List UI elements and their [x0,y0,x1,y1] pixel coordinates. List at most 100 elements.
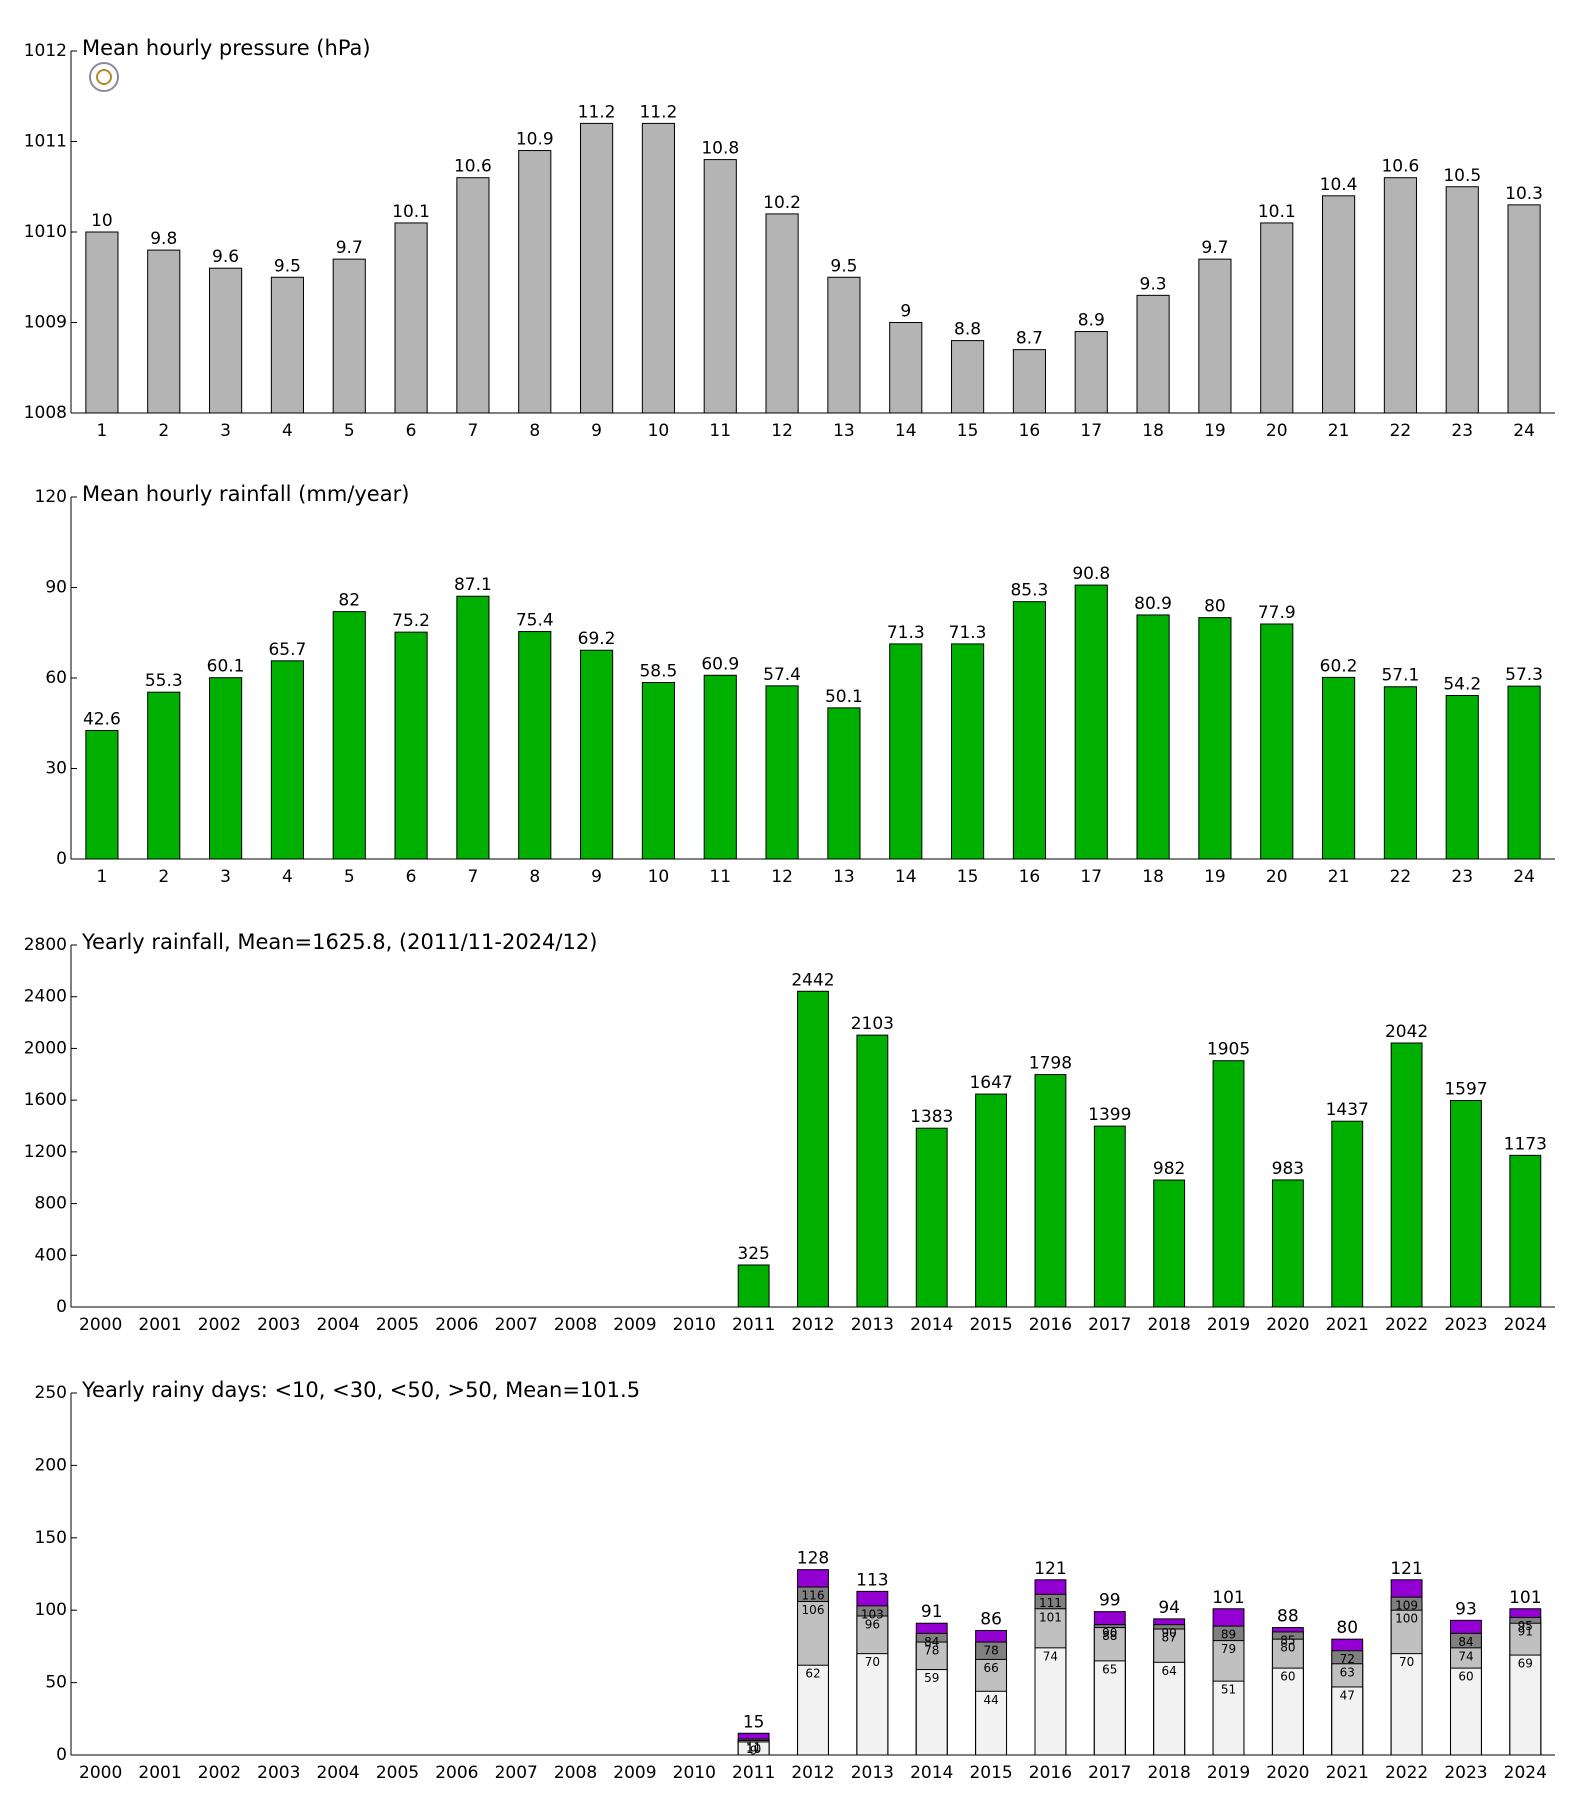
x-tick-label: 2022 [1385,1315,1428,1335]
data-label: 96 [865,1617,880,1631]
bar [1271,1667,1304,1756]
data-label: 10.6 [1381,157,1419,177]
y-tick-label: 2400 [24,987,67,1007]
x-tick-label: 11 [709,867,731,887]
x-tick-label: 2020 [1266,1315,1309,1335]
chart-title: Mean hourly pressure (hPa) [82,36,371,60]
y-tick-label: 50 [45,1673,67,1693]
bar [1034,1074,1067,1308]
x-tick-label: 19 [1204,867,1226,887]
y-tick-label: 400 [35,1245,67,1265]
x-tick-label: 9 [591,421,602,441]
bar [1093,1660,1126,1756]
data-label: 101 [1039,1610,1062,1624]
bar [580,122,614,414]
x-tick-label: 2007 [495,1763,538,1783]
data-label: 60 [1280,1670,1295,1684]
bar [1331,1120,1364,1308]
y-tick-label: 120 [35,487,67,507]
x-tick-label: 2010 [673,1763,716,1783]
data-label: 91 [1518,1625,1533,1639]
x-tick-label: 17 [1080,421,1102,441]
data-label: 57.4 [763,665,801,685]
bar [1153,1661,1186,1756]
x-tick-label: 2 [158,867,169,887]
bar [797,990,829,1308]
data-label: 103 [861,1607,884,1621]
data-label: 15 [743,1712,765,1732]
data-label: 88 [1277,1607,1299,1627]
data-label: 72 [1340,1652,1355,1666]
y-tick-label: 150 [35,1528,67,1548]
bar [270,276,304,414]
data-label: 63 [1340,1665,1355,1679]
data-label: 1399 [1088,1105,1131,1125]
x-tick-label: 16 [1019,867,1041,887]
bar [1260,222,1294,414]
x-tick-label: 23 [1451,421,1473,441]
x-tick-label: 18 [1142,867,1164,887]
bar [1198,258,1232,414]
bar [765,685,799,860]
bar [951,643,985,860]
x-tick-label: 20 [1266,421,1288,441]
data-label: 84 [1458,1635,1473,1649]
bar [915,1127,948,1308]
x-tick-label: 2001 [138,1763,181,1783]
x-tick-label: 22 [1390,421,1412,441]
data-label: 82 [338,591,360,611]
bar [1509,1154,1542,1308]
x-tick-label: 15 [957,421,979,441]
x-tick-label: 2023 [1444,1315,1487,1335]
chart-title: Yearly rainy days: <10, <30, <50, >50, M… [81,1378,640,1402]
data-label: 9 [750,1743,758,1757]
data-label: 99 [1099,1591,1121,1611]
bar [1093,1125,1126,1308]
data-label: 87.1 [454,575,492,595]
x-tick-label: 24 [1513,867,1535,887]
data-label: 11.2 [639,102,677,122]
bar [1198,617,1232,860]
data-label: 84 [924,1635,939,1649]
bar [147,249,181,414]
bar [1450,1100,1482,1308]
data-label: 71.3 [887,623,925,643]
x-tick-label: 22 [1390,867,1412,887]
x-tick-label: 2006 [435,1763,478,1783]
y-tick-label: 60 [45,668,67,688]
bar [641,682,675,860]
x-tick-label: 2021 [1326,1315,1369,1335]
x-tick-label: 2023 [1444,1763,1487,1783]
data-label: 71.3 [949,623,987,643]
data-label: 60.2 [1320,656,1358,676]
x-tick-label: 2012 [791,1763,834,1783]
x-tick-label: 2015 [969,1315,1012,1335]
data-label: 2103 [851,1014,894,1034]
x-tick-label: 2004 [316,1315,359,1335]
y-tick-label: 2000 [24,1038,67,1058]
data-label: 85.3 [1010,581,1048,601]
x-tick-label: 10 [648,421,670,441]
data-label: 2442 [791,970,834,990]
data-label: 9.7 [1201,238,1228,258]
data-label: 66 [983,1661,998,1675]
bar [580,649,614,860]
bar [518,631,552,860]
bar [1271,1179,1304,1308]
x-tick-label: 2009 [613,1315,656,1335]
x-tick-label: 2002 [198,1763,241,1783]
x-tick-label: 2015 [969,1763,1012,1783]
data-label: 1173 [1504,1134,1547,1154]
x-tick-label: 14 [895,867,917,887]
y-tick-label: 800 [35,1194,67,1214]
y-tick-label: 0 [56,1745,67,1765]
x-tick-label: 2003 [257,1315,300,1335]
x-tick-label: 5 [344,421,355,441]
data-label: 47 [1340,1688,1355,1702]
data-label: 1437 [1326,1100,1369,1120]
x-tick-label: 15 [957,867,979,887]
data-label: 55.3 [145,671,183,691]
bar [1390,1653,1423,1756]
x-tick-label: 2013 [851,1315,894,1335]
